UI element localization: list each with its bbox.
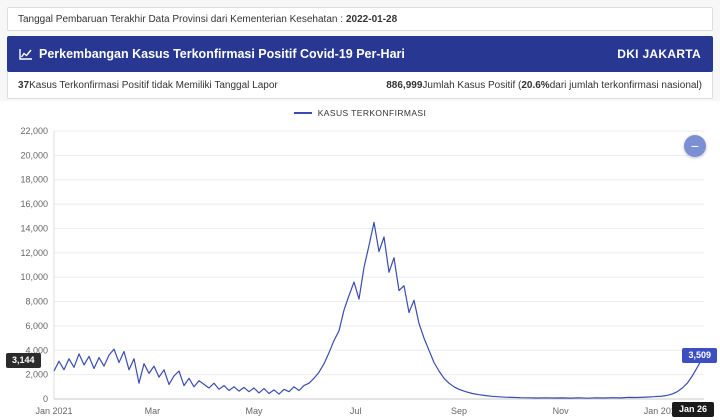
chart-header-bar: Perkembangan Kasus Terkonfirmasi Positif…	[7, 36, 713, 72]
collapse-chart-button[interactable]: −	[684, 135, 706, 157]
svg-text:18,000: 18,000	[20, 175, 48, 185]
svg-text:Jan 2022: Jan 2022	[644, 406, 681, 416]
svg-text:Jul: Jul	[350, 406, 362, 416]
total-cases-label: Jumlah Kasus Positif (	[422, 79, 522, 91]
svg-text:14,000: 14,000	[20, 223, 48, 233]
legend-line-swatch	[293, 112, 312, 114]
last-update-bar: Tanggal Pembaruan Terakhir Data Provinsi…	[7, 7, 713, 31]
region-label: DKI JAKARTA	[617, 47, 701, 61]
end-date-tick-label: Jan 26	[671, 402, 714, 417]
chart-title-group: Perkembangan Kasus Terkonfirmasi Positif…	[19, 47, 405, 61]
svg-text:Mar: Mar	[145, 406, 161, 416]
chart-title: Perkembangan Kasus Terkonfirmasi Positif…	[39, 47, 405, 61]
svg-text:8,000: 8,000	[25, 297, 48, 307]
chart-plot-area: 0 2,000 4,000 6,000 8,000 10,000 12,000 14,000 1…	[0, 125, 720, 420]
svg-text:10,000: 10,000	[20, 272, 48, 282]
svg-text:20,000: 20,000	[20, 150, 48, 160]
svg-text:May: May	[245, 406, 263, 416]
chart-legend[interactable]: KASUS TERKONFIRMASI	[0, 101, 720, 125]
chart-section: KASUS TERKONFIRMASI 0 2,000 4,000 6,000 8,00…	[0, 101, 720, 420]
svg-text:16,000: 16,000	[20, 199, 48, 209]
svg-text:Jan 2021: Jan 2021	[35, 406, 72, 416]
svg-text:2,000: 2,000	[25, 370, 48, 380]
no-report-count: 37	[18, 79, 30, 91]
no-report-label: Kasus Terkonfirmasi Positif tidak Memili…	[29, 79, 278, 91]
total-cases-value: 886,999	[386, 79, 423, 91]
dashboard-page: Tanggal Pembaruan Terakhir Data Provinsi…	[0, 7, 720, 420]
national-pct-value: 20.6%	[521, 79, 550, 91]
svg-text:4,000: 4,000	[25, 345, 48, 355]
y-axis-value-marker: 3,144	[6, 352, 41, 368]
national-pct-label: dari jumlah terkonfirmasi nasional)	[549, 79, 702, 91]
svg-text:6,000: 6,000	[25, 321, 48, 331]
last-update-date: 2022-01-28	[346, 13, 398, 25]
line-chart-icon	[19, 49, 32, 60]
latest-value-marker: 3,509	[682, 348, 717, 364]
legend-label: KASUS TERKONFIRMASI	[317, 108, 427, 118]
svg-text:0: 0	[43, 394, 48, 404]
last-update-label: Tanggal Pembaruan Terakhir Data Provinsi…	[18, 13, 343, 25]
svg-text:Nov: Nov	[553, 406, 570, 416]
svg-text:Sep: Sep	[451, 406, 467, 416]
confirmed-cases-line-chart[interactable]: 0 2,000 4,000 6,000 8,000 10,000 12,000 14,000 1…	[0, 125, 720, 420]
stats-bar: 37 Kasus Terkonfirmasi Positif tidak Mem…	[7, 72, 713, 99]
svg-text:12,000: 12,000	[20, 248, 48, 258]
svg-text:22,000: 22,000	[20, 126, 48, 136]
